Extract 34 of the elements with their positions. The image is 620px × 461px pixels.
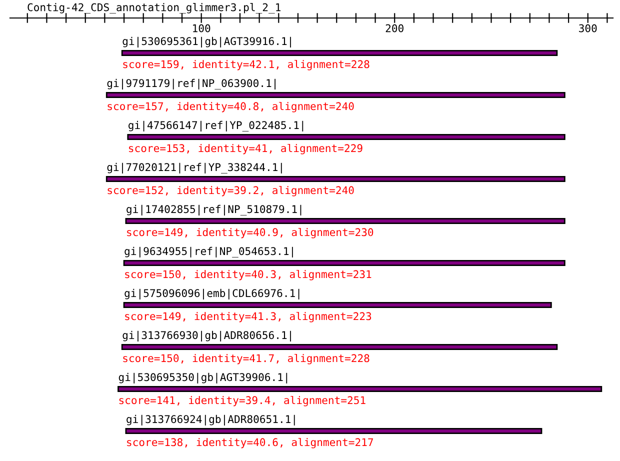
annotation: score=150, identity=40.3, alignment=231	[125, 270, 372, 280]
annotation: score=159, identity=42.1, alignment=228	[123, 60, 370, 70]
bar	[123, 302, 552, 308]
x-tick-label: 200	[386, 24, 404, 32]
annotation: score=150, identity=41.7, alignment=228	[123, 354, 370, 364]
y-tick-label: gi|530695361|gb|AGT39916.1|	[122, 36, 291, 48]
annotation: score=153, identity=41, alignment=229	[128, 144, 362, 154]
y-tick-label: gi|17402855|ref|NP_510879.1|	[126, 204, 302, 216]
annotation: score=141, identity=39.4, alignment=251	[119, 396, 366, 406]
y-tick-label: gi|575096096|emb|CDL66976.1|	[124, 288, 300, 300]
bar	[121, 344, 558, 350]
bar	[127, 134, 566, 140]
chart-title: Contig-42_CDS_annotation_glimmer3.pl_2_1	[28, 3, 280, 14]
annotation: score=157, identity=40.8, alignment=240	[108, 102, 354, 112]
bar	[125, 428, 542, 434]
bar	[123, 260, 566, 266]
y-tick-label: gi|9634955|ref|NP_054653.1|	[124, 246, 293, 258]
bar	[106, 92, 566, 98]
y-tick-label: gi|313766924|gb|ADR80651.1|	[126, 414, 295, 426]
y-tick-label: gi|9791179|ref|NP_063900.1|	[107, 78, 276, 90]
y-tick-label: gi|47566147|ref|YP_022485.1|	[128, 120, 304, 132]
x-tick-label: 300	[579, 24, 597, 32]
bar	[121, 50, 558, 56]
bar	[118, 386, 602, 392]
bar	[125, 218, 566, 224]
annotation: score=149, identity=40.9, alignment=230	[127, 228, 374, 238]
y-tick-label: gi|313766930|gb|ADR80656.1|	[122, 330, 291, 342]
annotation: score=152, identity=39.2, alignment=240	[108, 186, 354, 196]
annotation: score=138, identity=40.6, alignment=217	[127, 438, 374, 448]
y-tick-label: gi|77020121|ref|YP_338244.1|	[107, 162, 282, 174]
y-tick-label: gi|530695350|gb|AGT39906.1|	[118, 372, 288, 384]
bar	[106, 176, 566, 182]
annotation: score=149, identity=41.3, alignment=223	[125, 312, 372, 322]
x-tick-label: 100	[193, 24, 210, 32]
